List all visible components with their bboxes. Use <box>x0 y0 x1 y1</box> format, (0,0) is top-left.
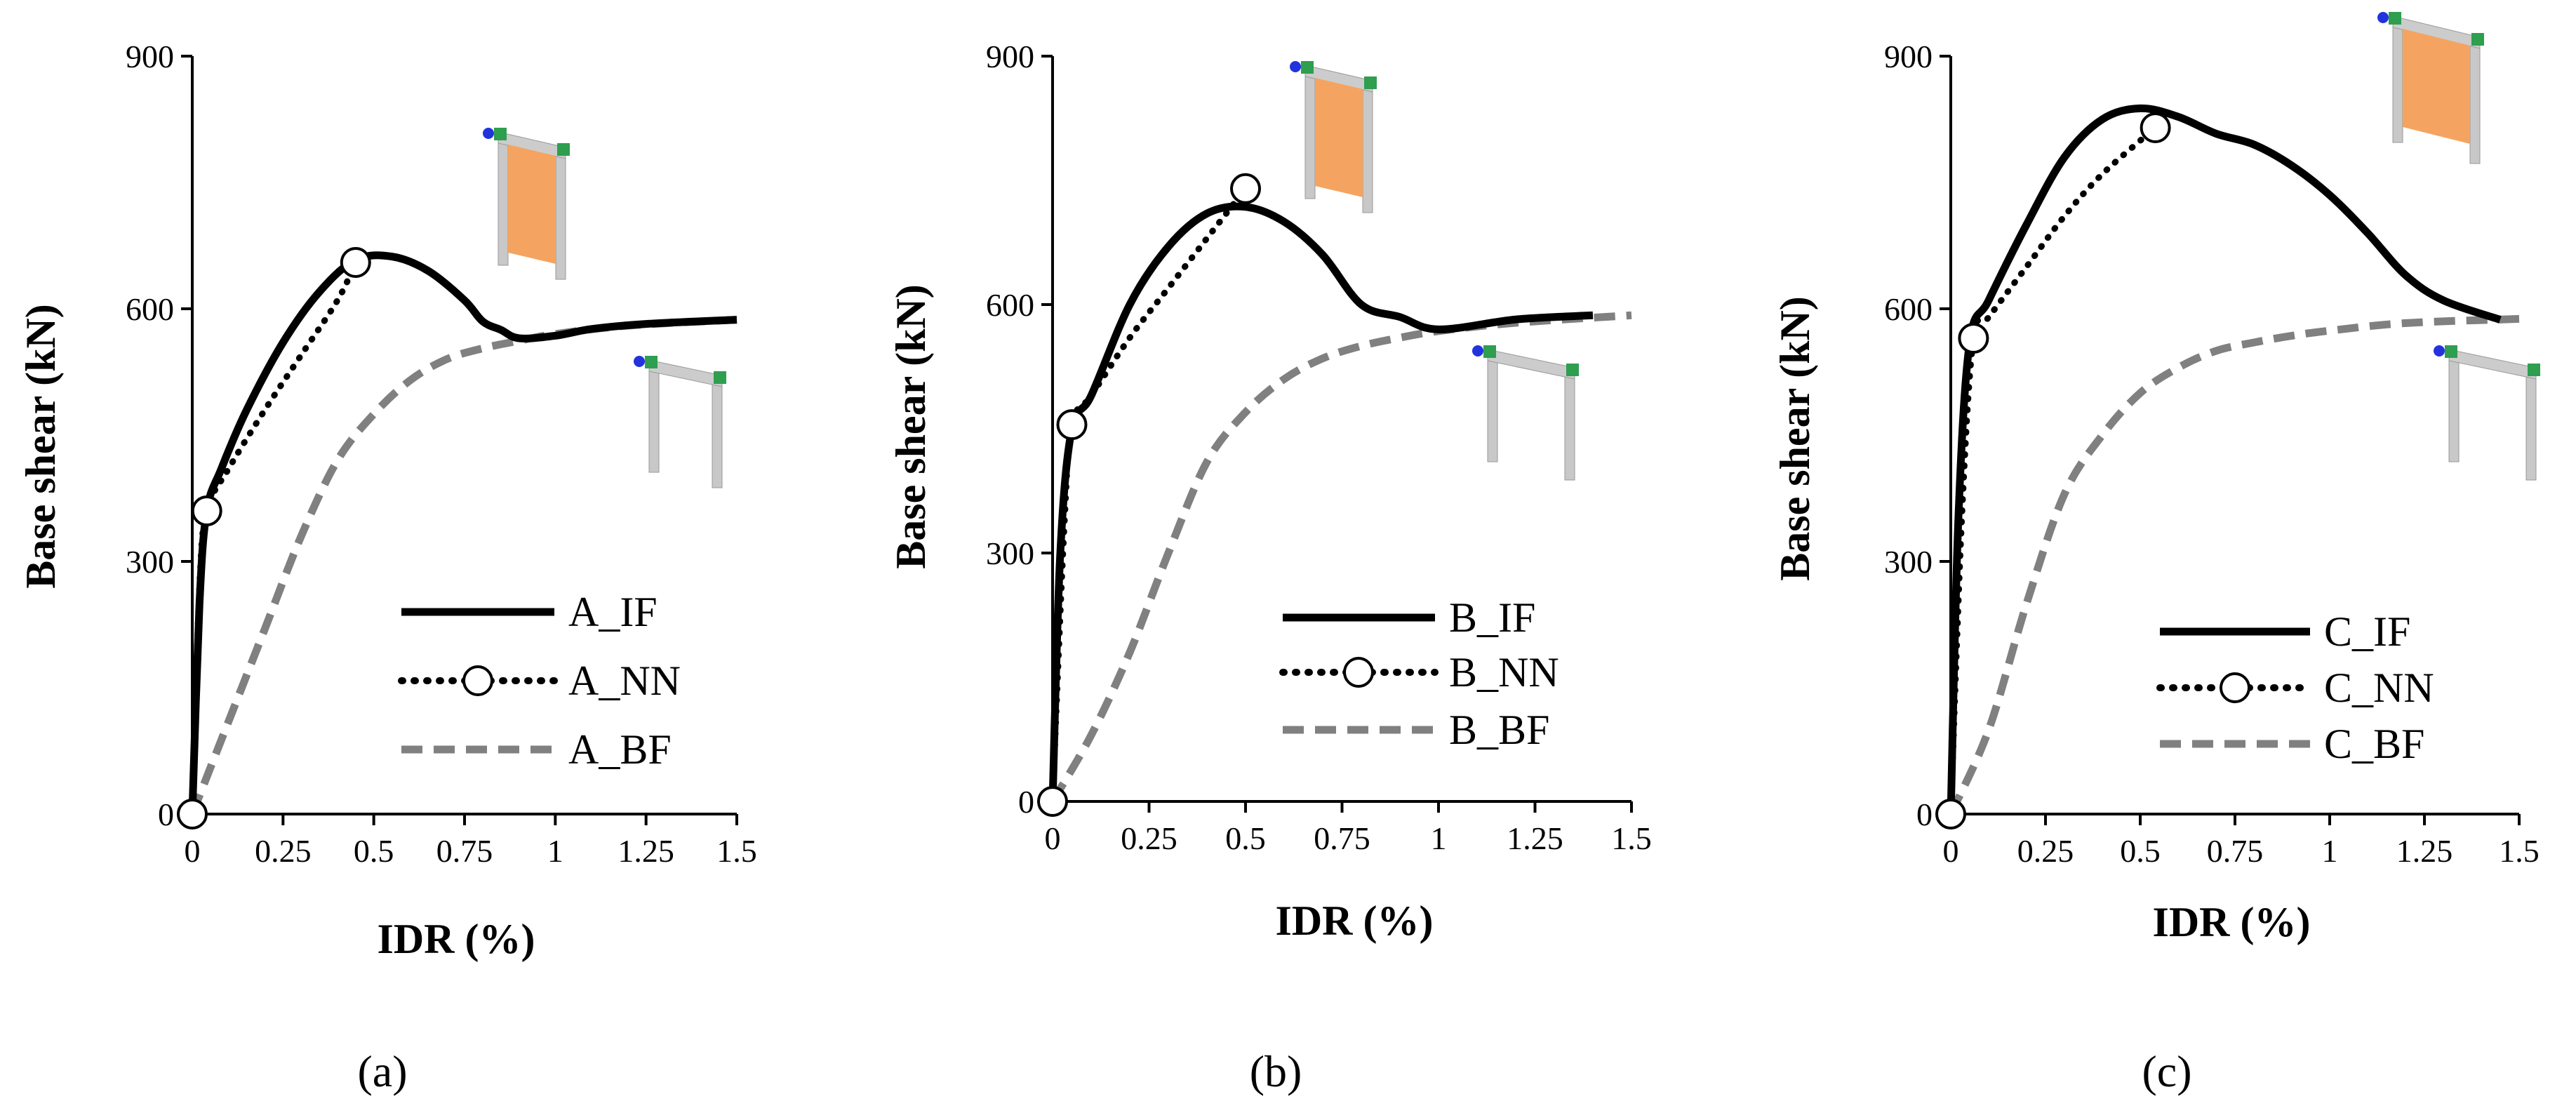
y-axis-label: Base shear (kN) <box>888 284 934 569</box>
nn-marker-point <box>1958 323 1989 354</box>
legend-label: B_IF <box>1449 594 1535 641</box>
legend-label: A_NN <box>568 658 681 704</box>
legend-label: A_IF <box>568 589 658 635</box>
panel-a-ticks: 0 300 600 900 0 0.25 0.5 0.75 1 1.25 1.5 <box>126 39 757 869</box>
x-tick-label: 0.75 <box>436 833 493 869</box>
series-line-c-nn <box>1947 124 2159 818</box>
nn-marker-point <box>2140 112 2171 143</box>
legend-label: B_NN <box>1449 649 1559 695</box>
x-axis-label: IDR (%) <box>2153 899 2311 945</box>
x-tick-label: 1.5 <box>716 833 757 869</box>
y-tick-label: 600 <box>986 287 1034 323</box>
y-tick-label: 300 <box>126 544 174 580</box>
panel-c: 0 300 600 900 0 0.25 0.5 0.75 1 1.25 1.5 IDR (%) B… <box>1772 12 2540 1096</box>
legend-label: A_BF <box>568 726 672 773</box>
panel-b-icons <box>1290 61 1579 481</box>
x-tick-label: 0.25 <box>2017 833 2074 869</box>
legend-marker-nn <box>2220 672 2250 703</box>
nn-marker-point <box>1935 799 1966 830</box>
x-tick-label: 1 <box>547 833 563 869</box>
panel-b-ticks: 0 300 600 900 0 0.25 0.5 0.75 1 1.25 1.5 <box>986 39 1652 856</box>
x-tick-label: 0 <box>1045 820 1061 856</box>
bare-frame-icon <box>634 356 726 488</box>
x-tick-label: 0.25 <box>255 833 312 869</box>
y-tick-label: 0 <box>158 797 174 832</box>
y-tick-label: 600 <box>1884 291 1933 327</box>
legend: C_IF C_NN C_BF <box>2156 608 2434 767</box>
bare-frame-icon <box>1472 345 1579 481</box>
panel-a-series <box>177 247 738 830</box>
nn-marker-point <box>1056 409 1088 441</box>
x-tick-label: 0.5 <box>1225 820 1266 856</box>
x-tick-label: 0 <box>1943 833 1959 869</box>
nn-marker-point <box>1230 173 1261 204</box>
series-line-c-if <box>1947 104 2502 815</box>
x-tick-label: 1.5 <box>2499 833 2540 869</box>
x-tick-label: 0.25 <box>1121 820 1177 856</box>
x-tick-label: 1 <box>1431 820 1447 856</box>
legend-marker-nn <box>462 665 493 696</box>
legend-label: C_NN <box>2324 665 2434 711</box>
panel-caption: (a) <box>357 1046 407 1096</box>
legend: B_IF B_NN B_BF <box>1279 594 1559 753</box>
x-tick-label: 0.5 <box>2120 833 2161 869</box>
nn-marker-point <box>191 495 222 526</box>
infilled-frame-icon <box>2377 12 2484 164</box>
x-tick-label: 1.25 <box>1507 820 1563 856</box>
y-axis-label: Base shear (kN) <box>1772 296 1818 581</box>
y-tick-label: 300 <box>1884 544 1933 580</box>
panel-b: 0 300 600 900 0 0.25 0.5 0.75 1 1.25 1.5 IDR (%) B… <box>888 39 1652 1096</box>
x-tick-label: 0 <box>185 833 201 869</box>
nn-marker-point <box>340 247 371 278</box>
x-axis-label: IDR (%) <box>1276 898 1434 944</box>
y-tick-label: 0 <box>1916 797 1933 832</box>
panel-c-ticks: 0 300 600 900 0 0.25 0.5 0.75 1 1.25 1.5 <box>1884 39 2540 869</box>
y-axis-label: Base shear (kN) <box>18 304 64 589</box>
x-tick-label: 1.5 <box>1611 820 1652 856</box>
legend-label: C_BF <box>2324 721 2424 767</box>
infilled-frame-icon <box>483 128 570 280</box>
y-tick-label: 900 <box>126 39 174 74</box>
panel-b-series <box>1037 173 1632 817</box>
legend: A_IF A_NN A_BF <box>398 589 681 773</box>
panel-a-icons <box>483 128 726 488</box>
panel-a: 0 300 600 900 0 0.25 0.5 0.75 1 1.25 1.5 IDR (%) B… <box>18 39 757 1096</box>
x-tick-label: 1.25 <box>618 833 674 869</box>
infilled-frame-icon <box>1290 61 1377 213</box>
y-tick-label: 900 <box>986 39 1034 74</box>
series-line-a-nn <box>189 259 359 818</box>
y-tick-label: 300 <box>986 535 1034 571</box>
panel-caption: (b) <box>1250 1046 1302 1096</box>
x-tick-label: 0.75 <box>2207 833 2264 869</box>
y-tick-label: 0 <box>1018 784 1034 820</box>
panel-c-series <box>1935 104 2520 830</box>
x-tick-label: 1.25 <box>2396 833 2453 869</box>
bare-frame-icon <box>2434 345 2540 481</box>
x-axis-label: IDR (%) <box>378 916 535 962</box>
nn-marker-point <box>1037 786 1068 817</box>
x-tick-label: 0.5 <box>354 833 394 869</box>
panel-c-icons <box>2377 12 2540 481</box>
y-tick-label: 600 <box>126 291 174 327</box>
series-line-c-bf <box>1947 314 2520 816</box>
panel-caption: (c) <box>2142 1046 2191 1096</box>
x-tick-label: 0.75 <box>1314 820 1370 856</box>
series-line-b-nn <box>1049 185 1249 805</box>
legend-marker-nn <box>1343 657 1374 688</box>
nn-marker-point <box>177 799 208 830</box>
legend-label: B_BF <box>1449 707 1549 753</box>
y-tick-label: 900 <box>1884 39 1933 74</box>
legend-label: C_IF <box>2324 608 2410 655</box>
x-tick-label: 1 <box>2322 833 2338 869</box>
